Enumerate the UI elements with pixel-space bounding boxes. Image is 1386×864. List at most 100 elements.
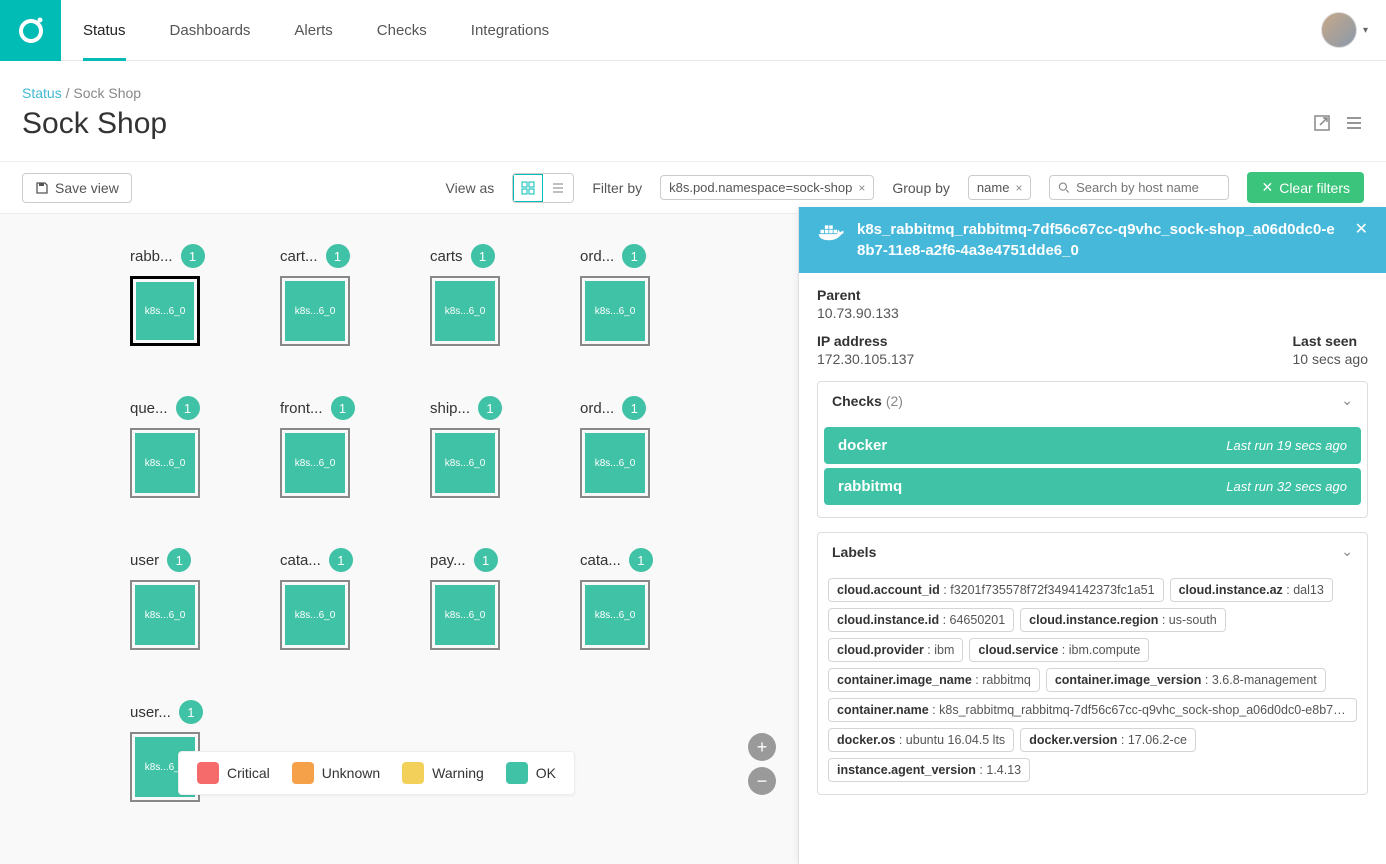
host-box[interactable]: k8s...6_0 <box>130 276 200 346</box>
lastseen-value: 10 secs ago <box>1293 351 1369 367</box>
detail-panel: k8s_rabbitmq_rabbitmq-7df56c67cc-q9vhc_s… <box>798 207 1386 864</box>
zoom-in-button[interactable]: + <box>748 733 776 761</box>
chevron-down-icon: ▾ <box>1363 25 1368 36</box>
grid-cell: que...1k8s...6_0 <box>130 396 280 498</box>
label-chip: cloud.instance.id : 64650201 <box>828 608 1014 632</box>
host-box[interactable]: k8s...6_0 <box>430 580 500 650</box>
cell-count-badge: 1 <box>176 396 200 420</box>
main-nav: StatusDashboardsAlertsChecksIntegrations <box>61 0 1321 61</box>
cell-count-badge: 1 <box>478 396 502 420</box>
parent-label: Parent <box>817 287 1368 303</box>
grid-cell: pay... 1 k8s...6_0 <box>430 548 580 650</box>
cell-count-badge: 1 <box>471 244 495 268</box>
cell-count-badge: 1 <box>474 548 498 572</box>
breadcrumb-leaf: Sock Shop <box>73 85 141 101</box>
host-box[interactable]: k8s...6_0 <box>130 580 200 650</box>
panel-body: Parent 10.73.90.133 IP address 172.30.10… <box>799 273 1386 823</box>
view-list-button[interactable] <box>543 174 573 202</box>
host-box-label: k8s...6_0 <box>285 281 345 341</box>
check-name: docker <box>838 437 887 454</box>
view-grid-button[interactable] <box>513 174 543 202</box>
close-icon: ✕ <box>1261 179 1273 196</box>
host-box[interactable]: k8s...6_0 <box>430 276 500 346</box>
logo[interactable] <box>0 0 61 61</box>
labels-label: Labels <box>832 544 876 560</box>
save-view-label: Save view <box>55 180 119 196</box>
label-chip: instance.agent_version : 1.4.13 <box>828 758 1030 782</box>
host-box[interactable]: k8s...6_0 <box>280 428 350 498</box>
labels-header[interactable]: Labels ⌄ <box>818 533 1367 570</box>
host-box[interactable]: k8s...6_0 <box>430 428 500 498</box>
host-box-label: k8s...6_0 <box>135 433 195 493</box>
menu-icon[interactable] <box>1344 113 1364 136</box>
cell-name: user <box>130 552 159 569</box>
nav-item-status[interactable]: Status <box>61 0 148 61</box>
filter-chip-remove[interactable]: × <box>858 181 865 195</box>
legend-swatch <box>197 762 219 784</box>
cell-name: pay... <box>430 552 466 569</box>
legend-label: OK <box>536 765 556 781</box>
grid-cell: cart...1k8s...6_0 <box>280 244 430 346</box>
cell-name: cata... <box>280 552 321 569</box>
host-box[interactable]: k8s...6_0 <box>580 428 650 498</box>
checks-label: Checks <box>832 393 882 409</box>
checks-list: dockerLast run 19 secs ago rabbitmq Last r… <box>818 419 1367 517</box>
cell-count-badge: 1 <box>181 244 205 268</box>
breadcrumb-root[interactable]: Status <box>22 85 62 101</box>
nav-item-integrations[interactable]: Integrations <box>449 0 571 61</box>
cell-name: ord... <box>580 248 614 265</box>
cell-count-badge: 1 <box>622 244 646 268</box>
host-box[interactable]: k8s...6_0 <box>580 276 650 346</box>
label-chip: container.image_version : 3.6.8-manageme… <box>1046 668 1326 692</box>
label-chip: container.image_name : rabbitmq <box>828 668 1040 692</box>
host-box[interactable]: k8s...6_0 <box>130 428 200 498</box>
label-chip: cloud.service : ibm.compute <box>969 638 1149 662</box>
filter-chip[interactable]: k8s.pod.namespace=sock-shop × <box>660 175 874 200</box>
group-chip-text: name <box>977 180 1010 195</box>
host-box[interactable]: k8s...6_0 <box>280 580 350 650</box>
open-external-icon[interactable] <box>1312 113 1332 136</box>
group-chip[interactable]: name × <box>968 175 1032 200</box>
legend-swatch <box>292 762 314 784</box>
check-lastrun: Last run 32 secs ago <box>1226 479 1347 494</box>
label-chip: container.name : k8s_rabbitmq_rabbitmq-7… <box>828 698 1357 722</box>
panel-close-button[interactable]: ✕ <box>1355 219 1368 239</box>
legend-item: OK <box>506 762 556 784</box>
legend-item: Warning <box>402 762 484 784</box>
label-chip: cloud.account_id : f3201f735578f72f34941… <box>828 578 1164 602</box>
avatar <box>1321 12 1357 48</box>
nav-item-alerts[interactable]: Alerts <box>272 0 354 61</box>
grid-cell: ord...1k8s...6_0 <box>580 396 730 498</box>
search-input[interactable] <box>1076 180 1220 195</box>
host-box[interactable]: k8s...6_0 <box>580 580 650 650</box>
panel-header: k8s_rabbitmq_rabbitmq-7df56c67cc-q9vhc_s… <box>799 207 1386 273</box>
nav-item-checks[interactable]: Checks <box>355 0 449 61</box>
host-box-label: k8s...6_0 <box>285 433 345 493</box>
logo-icon <box>15 14 47 46</box>
checks-count: (2) <box>886 393 903 409</box>
legend-item: Critical <box>197 762 270 784</box>
save-view-button[interactable]: Save view <box>22 173 132 203</box>
cell-name: front... <box>280 400 323 417</box>
host-box-label: k8s...6_0 <box>435 281 495 341</box>
grid-cell: user1k8s...6_0 <box>130 548 280 650</box>
parent-value: 10.73.90.133 <box>817 305 1368 321</box>
search-icon <box>1058 181 1070 194</box>
check-row[interactable]: rabbitmq Last run 32 secs ago <box>824 468 1361 505</box>
zoom-out-button[interactable]: − <box>748 767 776 795</box>
user-menu[interactable]: ▾ <box>1321 12 1368 48</box>
search-box[interactable] <box>1049 175 1229 200</box>
host-box-label: k8s...6_0 <box>585 433 645 493</box>
check-name: rabbitmq <box>838 478 902 495</box>
group-chip-remove[interactable]: × <box>1015 181 1022 195</box>
page-title: Sock Shop <box>22 107 1312 141</box>
legend-label: Unknown <box>322 765 380 781</box>
clear-filters-button[interactable]: ✕ Clear filters <box>1247 172 1364 203</box>
panel-title: k8s_rabbitmq_rabbitmq-7df56c67cc-q9vhc_s… <box>857 219 1343 261</box>
check-row[interactable]: dockerLast run 19 secs ago <box>824 427 1361 464</box>
grid-cell: ord... 1 k8s...6_0 <box>580 244 730 346</box>
filter-chip-text: k8s.pod.namespace=sock-shop <box>669 180 852 195</box>
host-box[interactable]: k8s...6_0 <box>280 276 350 346</box>
nav-item-dashboards[interactable]: Dashboards <box>148 0 273 61</box>
checks-header[interactable]: Checks (2) ⌄ <box>818 382 1367 419</box>
